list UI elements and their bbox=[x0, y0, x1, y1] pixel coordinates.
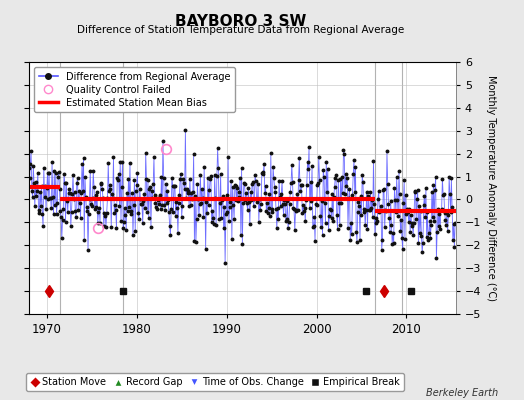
Text: Berkeley Earth: Berkeley Earth bbox=[425, 388, 498, 398]
Text: Difference of Station Temperature Data from Regional Average: Difference of Station Temperature Data f… bbox=[78, 25, 405, 35]
Y-axis label: Monthly Temperature Anomaly Difference (°C): Monthly Temperature Anomaly Difference (… bbox=[486, 75, 496, 301]
Legend: Difference from Regional Average, Quality Control Failed, Estimated Station Mean: Difference from Regional Average, Qualit… bbox=[34, 67, 235, 112]
Legend: Station Move, Record Gap, Time of Obs. Change, Empirical Break: Station Move, Record Gap, Time of Obs. C… bbox=[26, 373, 404, 391]
Text: BAYBORO 3 SW: BAYBORO 3 SW bbox=[176, 14, 307, 29]
